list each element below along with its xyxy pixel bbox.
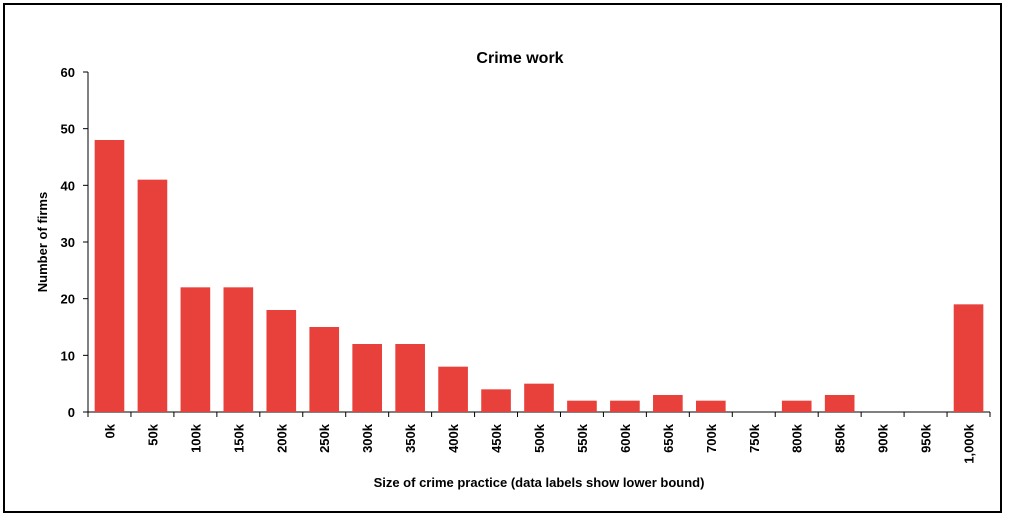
y-tick-label: 60 xyxy=(61,65,75,80)
y-axis-title: Number of firms xyxy=(35,192,50,292)
bar-450k xyxy=(481,389,511,412)
bar-700k xyxy=(695,400,726,412)
bar-500k xyxy=(524,383,554,412)
x-tick-label: 1,000k xyxy=(962,423,977,464)
x-tick-label: 650k xyxy=(661,423,676,453)
bar-400k xyxy=(438,366,468,412)
chart-frame xyxy=(3,3,1002,513)
x-tick-label: 850k xyxy=(833,423,848,453)
x-tick-label: 550k xyxy=(575,423,590,453)
x-tick-label: 200k xyxy=(274,423,289,453)
y-tick-label: 20 xyxy=(61,292,75,307)
y-tick-label: 10 xyxy=(61,348,75,363)
y-tick-label: 0 xyxy=(68,405,75,420)
y-axis-ticks: 0 10 20 30 40 50 60 xyxy=(61,65,88,420)
chart-title: Crime work xyxy=(476,50,563,67)
bar-650k xyxy=(653,395,683,412)
bar-800k xyxy=(781,400,812,412)
x-tick-label: 900k xyxy=(876,423,891,453)
x-tick-label: 50k xyxy=(145,423,160,445)
bar-100k xyxy=(180,287,211,412)
bar-150k xyxy=(223,287,254,412)
x-axis-ticks: 0k 50k 100k 150k 200k 250k 300k 350k 400k 450k 500… xyxy=(87,412,991,464)
x-tick-label: 500k xyxy=(532,423,547,453)
x-tick-label: 150k xyxy=(231,423,246,453)
x-tick-label: 250k xyxy=(317,423,332,453)
x-tick-label: 100k xyxy=(188,423,203,453)
bar-50k xyxy=(137,179,168,412)
bar-250k xyxy=(309,327,340,412)
x-tick-label: 950k xyxy=(919,423,934,453)
x-tick-label: 350k xyxy=(403,423,418,453)
bar-0k xyxy=(94,140,125,412)
y-tick-label: 40 xyxy=(61,178,75,193)
x-axis-title: Size of crime practice (data labels show… xyxy=(374,475,705,490)
x-tick-label: 300k xyxy=(360,423,375,453)
x-tick-label: 450k xyxy=(489,423,504,453)
bar-600k xyxy=(610,400,640,412)
y-tick-label: 30 xyxy=(61,235,75,250)
x-tick-label: 750k xyxy=(747,423,762,453)
y-tick-label: 50 xyxy=(61,122,75,137)
bar-850k xyxy=(824,395,855,412)
x-tick-label: 400k xyxy=(446,423,461,453)
bar-200k xyxy=(266,310,297,412)
bar-1000k xyxy=(953,304,984,412)
bar-350k xyxy=(395,344,425,412)
x-tick-label: 700k xyxy=(704,423,719,453)
x-tick-label: 800k xyxy=(790,423,805,453)
bars xyxy=(94,140,984,412)
bar-550k xyxy=(567,400,597,412)
x-tick-label: 600k xyxy=(618,423,633,453)
bar-300k xyxy=(352,344,383,412)
x-tick-label: 0k xyxy=(102,423,117,438)
